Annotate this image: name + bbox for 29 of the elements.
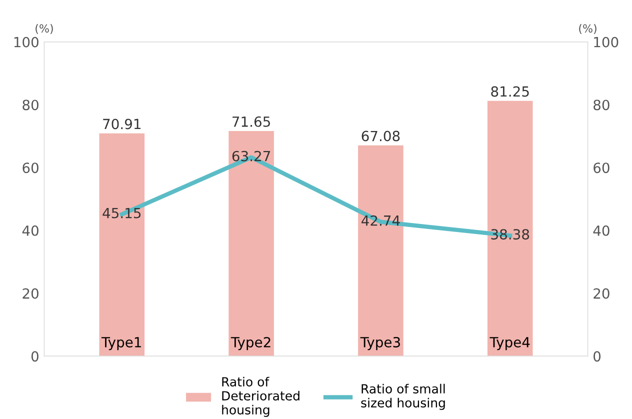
data-label: 63.27 <box>232 150 270 162</box>
bar <box>487 100 533 356</box>
bar <box>358 145 404 356</box>
y-tick-label: 100 <box>14 36 38 48</box>
legend-label: Ratio of Deteriorated housing <box>222 376 300 417</box>
x-tick-label: Type1 <box>101 337 141 350</box>
y-tick-label: 80 <box>22 100 38 110</box>
y2-tick-label: 40 <box>593 225 610 236</box>
y2-axis-title: (%) <box>579 24 596 34</box>
data-label: 67.08 <box>362 130 400 142</box>
x-tick-label: Type4 <box>490 337 530 350</box>
x-tick-label: Type2 <box>230 336 270 350</box>
legend-label: Ratio of small sized housing <box>361 384 445 410</box>
bar <box>228 130 274 356</box>
y-tick-label: 20 <box>22 288 38 299</box>
y-axis-title: (%) <box>36 24 53 34</box>
bar <box>99 133 145 356</box>
data-label: 71.65 <box>232 116 270 127</box>
y2-tick-label: 20 <box>594 288 610 299</box>
y-tick-label: 60 <box>22 162 38 174</box>
y-tick-label: 40 <box>22 225 38 236</box>
y-tick-label: 0 <box>31 351 38 362</box>
y2-tick-label: 80 <box>594 100 610 110</box>
y2-tick-label: 0 <box>594 351 601 362</box>
y2-tick-label: 100 <box>594 36 618 48</box>
data-label: 81.25 <box>491 86 529 97</box>
x-tick-label: Type3 <box>360 336 400 350</box>
y2-tick-label: 60 <box>594 162 610 174</box>
data-label: 70.91 <box>103 118 140 130</box>
